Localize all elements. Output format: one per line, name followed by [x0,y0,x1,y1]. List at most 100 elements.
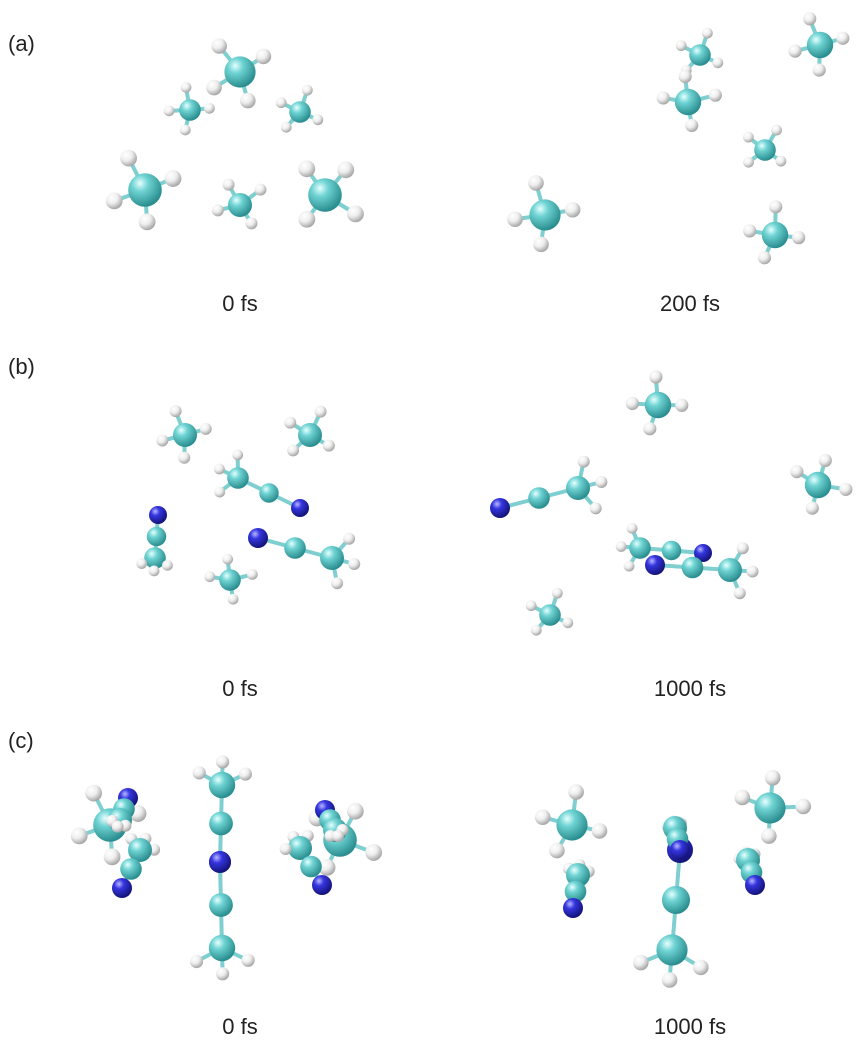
atom [216,967,229,980]
atom [181,82,192,93]
atom [771,125,782,136]
atom [204,571,215,582]
atom [276,97,287,108]
atom [563,898,583,918]
atom [259,483,278,502]
atom [149,566,160,577]
atom [624,561,635,572]
atom [792,231,805,244]
atom [228,594,239,605]
frame-time: 1000 fs [654,676,726,701]
atom [209,772,235,798]
atom [754,139,776,161]
atom [662,972,678,988]
panel-label: (b) [8,354,35,379]
atom [813,63,826,76]
figure: (a) 0 fs 200 fs (b) 0 fs 1000 fs (c) 0 f… [0,0,856,1045]
atom [645,392,671,418]
atom [528,175,544,191]
atom [685,119,698,132]
atom [649,370,662,383]
atom [627,523,638,534]
atom [566,476,590,500]
atom [765,770,781,786]
atom [743,224,756,237]
atom [592,823,608,839]
atom [298,211,315,228]
atom [347,803,364,820]
atom [245,217,257,229]
atom [190,955,203,968]
atom [762,222,788,248]
atom [156,435,168,447]
atom [298,423,322,447]
panel-label: (c) [8,728,34,753]
atom [682,557,704,579]
atom [112,878,132,898]
atom [112,821,124,833]
atom [248,528,268,548]
atom [616,541,627,552]
atom [528,487,550,509]
atom [200,423,212,435]
atom [315,406,327,418]
atom [562,617,573,628]
atom [284,417,296,429]
frame-time: 0 fs [222,676,257,701]
atom [806,502,819,515]
atom [165,170,182,187]
atom [136,558,147,569]
frame-time: 0 fs [222,1014,257,1039]
atom [312,875,332,895]
atom [170,405,182,417]
atom [212,204,224,216]
atom [819,454,832,467]
atom [718,558,742,582]
atom [308,178,342,212]
atom [675,89,701,115]
atom [224,56,255,87]
atom [595,476,607,488]
atom [300,856,322,878]
atom [128,173,162,207]
atom [776,156,787,167]
frame-time: 200 fs [660,291,720,316]
atom [737,542,749,554]
atom [662,541,681,560]
atom [590,502,602,514]
atom [240,93,256,109]
atom [85,785,102,802]
atom [209,935,235,961]
atom [71,828,88,845]
atom [769,200,782,213]
atom [149,506,167,524]
atom [178,452,190,464]
atom [223,179,235,191]
atom [120,858,142,880]
atom [539,604,561,626]
atom [795,799,811,815]
atom [836,32,849,45]
atom [693,960,709,976]
atom [662,886,690,914]
atom [173,423,197,447]
atom [347,205,364,222]
atom [656,934,687,965]
atom [147,527,166,546]
atom [302,85,313,96]
atom [365,844,382,861]
atom [803,12,816,25]
atom [679,70,692,83]
atom [337,161,354,178]
atom [281,122,292,133]
atom [734,587,746,599]
atom [164,105,175,116]
atom [242,954,255,967]
atom [702,28,713,39]
atom [320,546,344,570]
atom [643,422,656,435]
molecules [71,12,853,988]
atom [247,569,258,580]
atom [712,57,723,68]
panel-label: (a) [8,31,35,56]
